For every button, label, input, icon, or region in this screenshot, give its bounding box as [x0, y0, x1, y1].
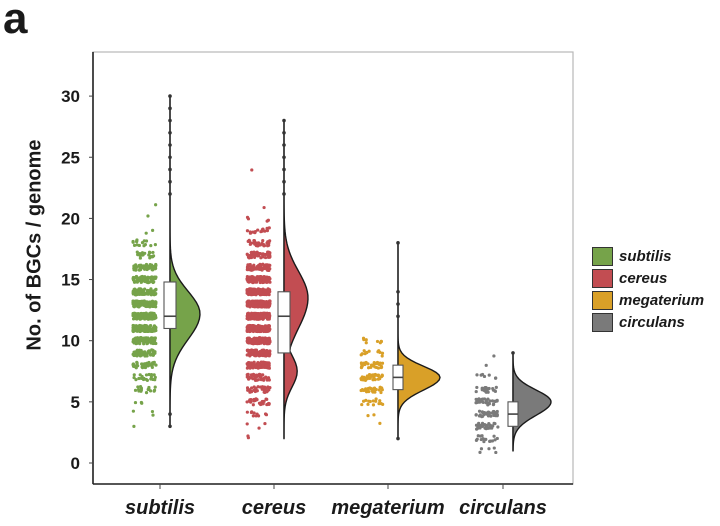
x-axis-ticks: subtilis cereus megaterium circulans: [125, 484, 547, 519]
group-cereus: [245, 118, 309, 440]
x-tick-label-circulans: circulans: [459, 497, 547, 519]
outlier-subtilis: [168, 106, 172, 111]
outlier-megaterium: [396, 289, 400, 294]
y-tick-label: 0: [71, 454, 80, 473]
jitter-points-circulans: [474, 354, 500, 455]
group-megaterium: [359, 241, 441, 441]
y-axis-ticks: 0 5 10 15 20 25 30: [61, 87, 93, 473]
outlier-subtilis: [168, 167, 172, 172]
outlier-megaterium: [396, 302, 400, 306]
outlier-subtilis: [168, 130, 172, 135]
jitter-points-subtilis: [131, 203, 158, 428]
legend-swatch-subtilis: [592, 246, 613, 266]
legend-swatch-megaterium: [592, 290, 613, 310]
outlier-megaterium: [396, 241, 400, 245]
outlier-cereus: [282, 143, 286, 147]
legend-swatch-circulans: [592, 312, 613, 332]
x-tick-label-cereus: cereus: [242, 497, 307, 519]
legend-swatch-cereus: [592, 268, 613, 288]
y-tick-label: 30: [61, 87, 80, 106]
outlier-circulans: [511, 351, 515, 355]
outlier-subtilis: [168, 424, 172, 429]
outlier-subtilis: [168, 94, 172, 98]
legend-item-megaterium: megaterium: [592, 289, 704, 311]
outlier-megaterium: [396, 314, 400, 319]
outlier-cereus: [282, 155, 286, 160]
density-circulans: [512, 352, 552, 452]
legend: subtilis cereus megaterium circulans: [592, 245, 704, 333]
outlier-megaterium: [396, 436, 400, 441]
legend-item-cereus: cereus: [592, 267, 704, 289]
density-subtilis: [169, 96, 201, 428]
y-tick-label: 25: [61, 148, 80, 167]
outlier-subtilis: [168, 143, 172, 147]
group-subtilis: [131, 94, 201, 429]
y-tick-label: 20: [61, 209, 80, 228]
jitter-points-megaterium: [359, 336, 385, 425]
y-tick-label: 15: [61, 271, 80, 290]
outlier-subtilis: [168, 412, 172, 416]
outlier-subtilis: [168, 118, 172, 123]
density-megaterium: [397, 242, 441, 439]
jitter-points-cereus: [245, 168, 272, 440]
outlier-subtilis: [168, 179, 172, 184]
outlier-subtilis: [168, 155, 172, 160]
legend-item-circulans: circulans: [592, 311, 704, 333]
panel-label: a: [3, 0, 28, 43]
x-tick-label-megaterium: megaterium: [331, 497, 444, 519]
y-tick-label: 5: [71, 393, 80, 412]
plot-panel: [92, 51, 574, 485]
box-subtilis: [163, 281, 177, 330]
outlier-cereus: [282, 179, 286, 184]
outlier-cereus: [282, 167, 286, 172]
outlier-cereus: [282, 192, 286, 196]
outlier-cereus: [282, 130, 286, 135]
box-cereus: [277, 291, 291, 354]
outlier-subtilis: [168, 192, 172, 196]
legend-item-subtilis: subtilis: [592, 245, 704, 267]
y-tick-label: 10: [61, 332, 80, 351]
outlier-cereus: [282, 118, 286, 123]
group-circulans: [474, 351, 552, 455]
category-groups: [131, 94, 552, 455]
x-tick-label-subtilis: subtilis: [125, 497, 195, 519]
